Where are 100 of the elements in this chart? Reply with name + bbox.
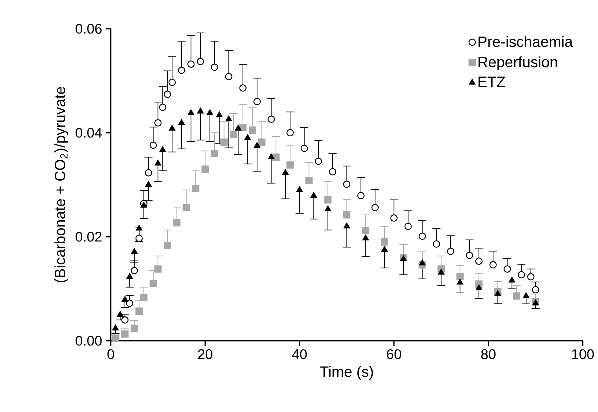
point bbox=[254, 142, 261, 148]
point bbox=[404, 222, 412, 230]
point bbox=[494, 290, 502, 296]
point bbox=[457, 279, 464, 285]
point bbox=[168, 78, 176, 86]
point bbox=[211, 64, 218, 72]
x-axis-title: Time (s) bbox=[320, 366, 374, 380]
point bbox=[173, 219, 181, 227]
point bbox=[433, 240, 440, 248]
point bbox=[159, 104, 167, 112]
x-tick-label: 20 bbox=[198, 350, 213, 360]
point bbox=[112, 324, 119, 331]
point bbox=[240, 124, 247, 132]
legend-label: Reperfusion bbox=[478, 56, 558, 71]
point bbox=[131, 248, 138, 254]
point bbox=[130, 324, 138, 332]
point bbox=[513, 292, 521, 300]
y-tick-label: 0.04 bbox=[76, 128, 102, 138]
point bbox=[154, 119, 162, 127]
point bbox=[527, 273, 535, 281]
point bbox=[344, 222, 350, 229]
x-tick-label: 40 bbox=[292, 350, 308, 360]
point bbox=[306, 177, 313, 184]
point bbox=[140, 294, 148, 302]
point bbox=[136, 308, 143, 316]
point bbox=[122, 330, 129, 338]
point bbox=[220, 138, 228, 146]
point bbox=[419, 260, 426, 266]
point bbox=[235, 125, 242, 131]
legend-label: Pre-ischaemia bbox=[478, 36, 574, 48]
point bbox=[136, 225, 143, 231]
point bbox=[372, 204, 379, 212]
point bbox=[438, 269, 445, 275]
point bbox=[150, 280, 158, 288]
point bbox=[117, 311, 124, 318]
point bbox=[418, 232, 426, 240]
point bbox=[286, 162, 294, 169]
point bbox=[145, 169, 152, 177]
point bbox=[518, 271, 526, 279]
point bbox=[254, 98, 261, 106]
y-axis-title: (Bicarbonate + CO$_{2}$)/pyruvate bbox=[54, 87, 68, 283]
point bbox=[329, 168, 336, 176]
point bbox=[508, 277, 516, 283]
point bbox=[456, 273, 464, 281]
point bbox=[272, 154, 280, 162]
point bbox=[197, 108, 204, 114]
point bbox=[126, 273, 134, 280]
point bbox=[146, 181, 152, 188]
point bbox=[300, 144, 308, 152]
point bbox=[466, 252, 474, 260]
point bbox=[211, 150, 218, 158]
y-tick-label: 0.00 bbox=[76, 336, 102, 346]
y-tick-label: 0.06 bbox=[76, 24, 102, 34]
point bbox=[182, 204, 190, 212]
point bbox=[150, 142, 158, 150]
point bbox=[240, 84, 247, 92]
point bbox=[258, 138, 266, 146]
point bbox=[268, 154, 275, 160]
point bbox=[188, 110, 194, 116]
point bbox=[202, 166, 210, 174]
point bbox=[154, 266, 162, 273]
point bbox=[296, 186, 304, 192]
point bbox=[382, 246, 388, 252]
point bbox=[476, 258, 483, 266]
point bbox=[136, 234, 143, 242]
x-tick-label: 0 bbox=[108, 350, 114, 360]
x-tick-label: 60 bbox=[387, 350, 402, 360]
point bbox=[178, 119, 186, 126]
point bbox=[286, 129, 294, 137]
point bbox=[362, 227, 370, 234]
point bbox=[130, 267, 138, 274]
point bbox=[248, 126, 256, 134]
point bbox=[268, 116, 276, 124]
point bbox=[164, 90, 172, 98]
point bbox=[324, 196, 332, 204]
point bbox=[160, 146, 166, 152]
point bbox=[282, 169, 289, 176]
point bbox=[343, 212, 351, 219]
point bbox=[178, 66, 186, 74]
point bbox=[154, 160, 162, 166]
x-tick-label: 100 bbox=[572, 350, 594, 360]
point bbox=[324, 206, 332, 212]
point bbox=[112, 334, 120, 342]
point bbox=[315, 158, 322, 166]
point bbox=[164, 242, 172, 250]
point bbox=[523, 292, 530, 298]
point bbox=[447, 248, 454, 256]
point bbox=[362, 234, 370, 241]
point bbox=[126, 300, 134, 308]
legend-label: ETZ bbox=[478, 76, 506, 88]
point bbox=[206, 110, 214, 116]
point bbox=[169, 125, 176, 131]
point bbox=[343, 180, 351, 188]
point bbox=[225, 73, 233, 80]
point bbox=[226, 116, 232, 122]
point bbox=[216, 112, 223, 118]
point bbox=[490, 261, 497, 269]
point bbox=[532, 286, 540, 294]
point bbox=[192, 184, 200, 192]
point bbox=[197, 58, 204, 66]
